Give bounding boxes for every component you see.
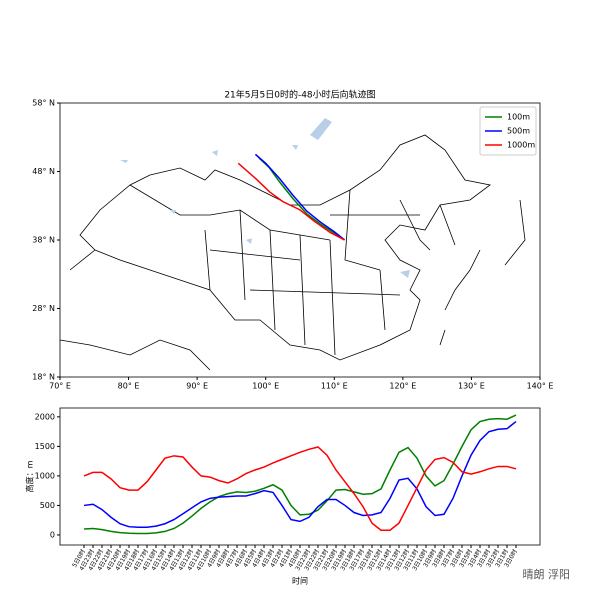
y-tick-label: 28° N [32,304,55,313]
x-tick-label: 80° E [118,382,140,391]
y-tick-label: 2000 [35,412,55,421]
y-tick-label: 1500 [35,442,55,451]
legend-label: 100m [507,113,530,122]
y-tick-label: 38° N [32,236,55,245]
legend-label: 500m [507,127,530,136]
x-tick-label: 140° E [527,382,554,391]
legend-label: 1000m [507,141,535,150]
y-tick-label: 1000 [35,471,55,480]
legend-box [479,106,537,156]
y-tick-label: 500 [40,501,55,510]
height-line [83,446,517,531]
x-tick-label: 130° E [458,382,485,391]
x-tick-label: 110° E [321,382,348,391]
height-line [83,420,517,529]
x-axis-label: 时间 [292,576,308,586]
trajectory [237,162,345,241]
trajectory [254,153,346,241]
x-tick-label: 70° E [49,382,71,391]
y-tick-label: 58° N [32,99,55,108]
y-tick-label: 0 [50,530,55,539]
x-tick-label: 120° E [389,382,416,391]
x-tick-label: 90° E [186,382,208,391]
x-tick-label: 100° E [252,382,279,391]
y-tick-label: 18° N [32,373,55,382]
map-title: 21年5月5日0时的-48小时后向轨迹图 [224,89,375,101]
watermark: 晴朗 浮阳 [523,568,571,581]
map-layer: 70° E 80° E 90° E 100° E 110° E 120° E 130° E 1… [32,99,553,391]
height-line [83,414,517,535]
y-tick-label: 48° N [32,167,55,176]
map-base [59,118,526,371]
y-axis-label: 高度：m [25,460,35,492]
